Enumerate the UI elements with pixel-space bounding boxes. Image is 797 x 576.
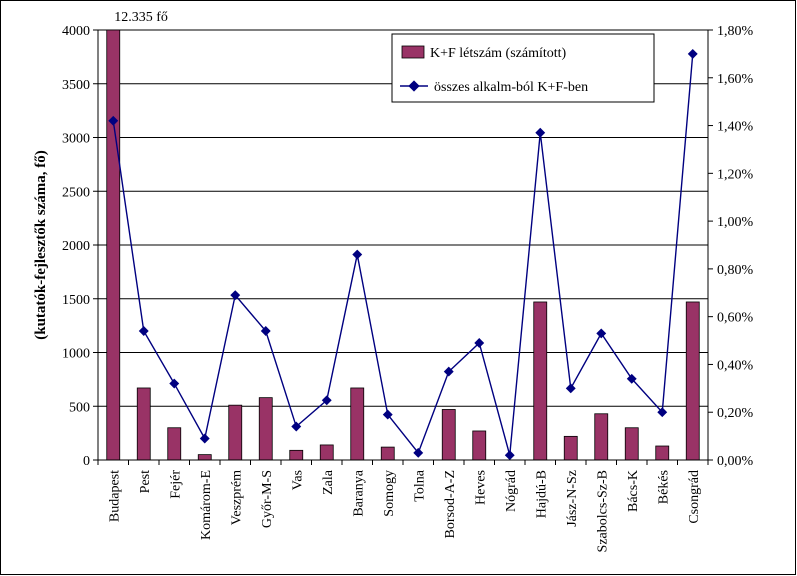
legend-box (391, 33, 655, 103)
y2-tick-label: 0,80% (717, 263, 754, 278)
line-point-Győr-M-S (260, 326, 271, 336)
line-point-Komárom-E (199, 433, 210, 444)
y-axis-ticks: 0 500 1000 1500 2000 2500 3000 3500 4000 (62, 24, 98, 469)
x-label-Borsod-A-Z: Borsod-A-Z (443, 470, 458, 538)
y2-tick-label: 1,20% (717, 167, 754, 182)
y2-tick-label: 1,00% (717, 215, 754, 230)
x-label-Bács-K: Bács-K (626, 470, 641, 512)
x-label-Zala: Zala (321, 469, 336, 495)
legend-line-label: összes alkalm-ból K+F-ben (434, 80, 588, 95)
bar-Baranya (350, 387, 365, 461)
line-point-Szabolcs-Sz-B (596, 328, 607, 339)
line-point-Bács-K (626, 373, 637, 384)
bar-Budapest (106, 29, 121, 461)
y2-tick-label: 1,40% (717, 120, 754, 135)
x-label-Tolna: Tolna (412, 469, 427, 501)
line-path (112, 53, 694, 456)
x-label-Pest: Pest (138, 470, 153, 493)
x-label-Komárom-E: Komárom-E (199, 470, 214, 540)
line-point-Tolna (413, 447, 424, 458)
bar-Vas (289, 449, 304, 461)
bar-Jász-N-Sz (563, 435, 578, 461)
bar-Békés (655, 445, 670, 461)
x-label-Baranya: Baranya (351, 469, 366, 516)
bar-Somogy (380, 446, 395, 461)
line-point-Pest (138, 326, 149, 336)
x-label-Fejér: Fejér (168, 470, 183, 499)
bars (106, 29, 700, 461)
x-label-Veszprém: Veszprém (229, 470, 244, 525)
y-axis-label: (kutatók-fejlesztők száma, fő) (33, 150, 49, 340)
y-tick-label: 3500 (62, 78, 90, 93)
bar-Hajdú-B (533, 301, 548, 461)
line-point-Hajdú-B (535, 127, 546, 138)
x-label-Jász-N-Sz: Jász-N-Sz (565, 470, 580, 527)
line-point-Heves (474, 337, 485, 348)
y2-tick-label: 0,20% (717, 406, 754, 421)
x-label-Csongrád: Csongrád (687, 470, 702, 524)
y-tick-label: 2500 (62, 185, 90, 200)
line-point-Jász-N-Sz (565, 383, 576, 394)
budapest-annotation: 12.335 fő (114, 10, 168, 25)
legend-bar-label: K+F létszám (számított) (430, 46, 567, 61)
x-label-Somogy: Somogy (382, 470, 397, 517)
line-point-Borsod-A-Z (443, 366, 454, 377)
bar-Pest (136, 387, 151, 461)
x-label-Békés: Békés (656, 470, 671, 504)
bar-Veszprém (228, 404, 243, 461)
x-label-Győr-M-S: Győr-M-S (260, 470, 275, 528)
x-label-Budapest: Budapest (107, 470, 122, 522)
line-point-Fejér (169, 378, 180, 389)
y-tick-label: 2000 (62, 239, 90, 254)
line-point-Vas (291, 421, 302, 432)
y-tick-label: 500 (69, 400, 90, 415)
legend-bar-swatch (401, 45, 425, 59)
bar-Borsod-A-Z (441, 409, 456, 461)
y2-tick-label: 1,80% (717, 24, 754, 39)
x-label-Szabolcs-Sz-B: Szabolcs-Sz-B (595, 470, 610, 552)
x-label-Nógrád: Nógrád (504, 470, 519, 512)
bar-Szabolcs-Sz-B (594, 413, 609, 461)
line-point-Budapest (108, 115, 119, 126)
y2-axis-ticks: 0,00% 0,20% 0,40% 0,60% 0,80% 1,00% 1,20% 1,40%… (708, 24, 754, 469)
bar-Zala (319, 444, 334, 461)
x-label-Vas: Vas (290, 470, 305, 490)
y-tick-label: 3000 (62, 132, 90, 147)
line-point-Zala (321, 395, 332, 406)
bar-Komárom-E (197, 454, 212, 461)
line-point-Nógrád (504, 450, 515, 461)
line-series (108, 48, 698, 461)
x-axis-labels: Budapest Pest Fejér Komárom-E Veszprém Győr-M… (107, 469, 702, 552)
line-point-Veszprém (230, 290, 241, 301)
line-point-Csongrád (687, 48, 698, 59)
y2-tick-label: 1,60% (717, 72, 754, 87)
y-tick-label: 1000 (62, 347, 90, 362)
bar-Fejér (167, 427, 182, 461)
x-label-Hajdú-B: Hajdú-B (534, 470, 549, 518)
x-label-Heves: Heves (473, 470, 488, 505)
bar-Bács-K (624, 427, 639, 461)
y-tick-label: 0 (83, 454, 90, 469)
y2-tick-label: 0,40% (717, 358, 754, 373)
bar-Győr-M-S (258, 397, 273, 461)
y2-tick-label: 0,60% (717, 311, 754, 326)
y-tick-label: 1500 (62, 293, 90, 308)
legend: K+F létszám (számított) összes alkalm-bó… (391, 33, 655, 103)
y-tick-label: 4000 (62, 24, 90, 39)
bar-Heves (472, 430, 487, 461)
line-point-Somogy (382, 409, 393, 420)
bar-Csongrád (685, 301, 700, 461)
y2-tick-label: 0,00% (717, 454, 754, 469)
line-point-Békés (657, 407, 668, 418)
